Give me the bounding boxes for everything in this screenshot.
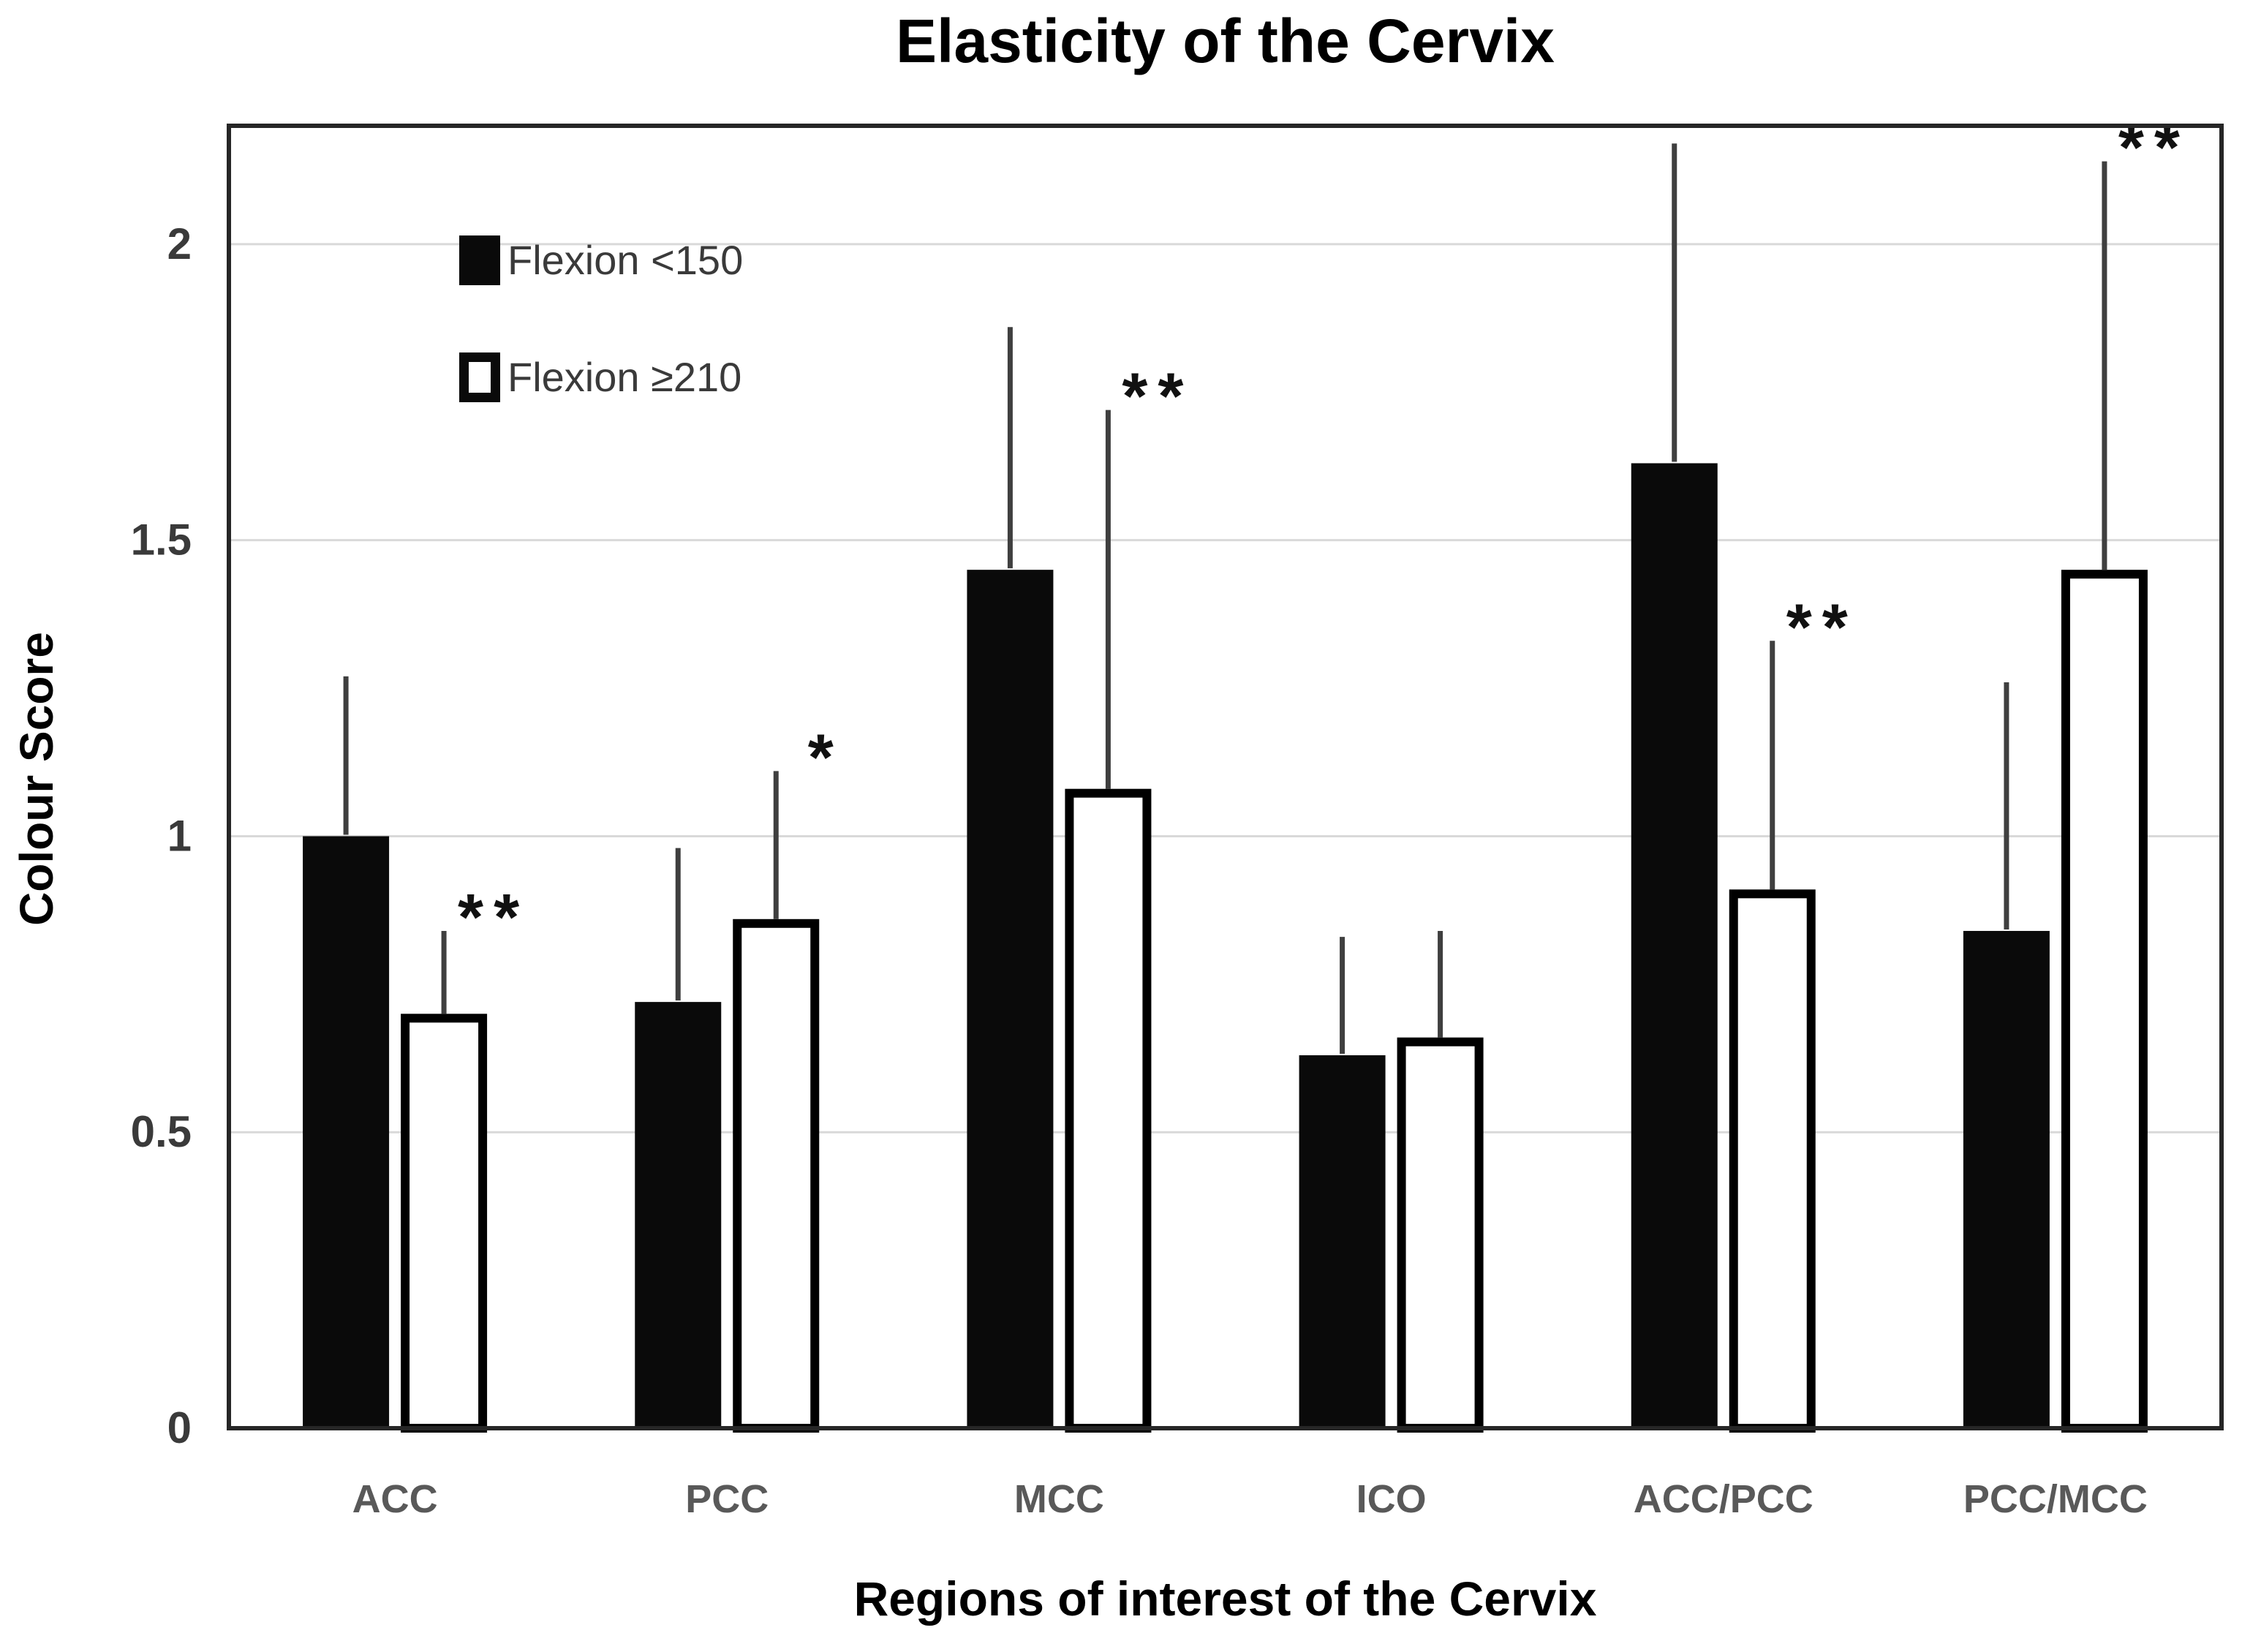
x-category-label-ICO: ICO (1356, 1477, 1427, 1521)
y-tick-label-2: 2 (167, 219, 192, 268)
x-category-label-ACC/PCC: ACC/PCC (1634, 1477, 1813, 1521)
legend-label-flexion-lt150: Flexion <150 (507, 237, 744, 283)
bar-flexion-ge210-ACC (401, 1014, 488, 1433)
significance-marker-PCC/MCC: ** (2118, 112, 2190, 185)
plot-frame (227, 124, 2224, 1430)
x-category-label-MCC: MCC (1014, 1477, 1104, 1521)
bar-flexion-lt150-ACC/PCC (1631, 463, 1718, 1428)
y-tick-label-0.5: 0.5 (131, 1107, 192, 1156)
legend-swatch-outlined-icon (459, 352, 500, 402)
bar-flexion-lt150-PCC/MCC (1963, 930, 2050, 1428)
significance-marker-MCC: ** (1122, 361, 1193, 434)
significance-marker-ACC/PCC: ** (1786, 591, 1858, 664)
legend: Flexion <150 Flexion ≥210 (459, 235, 743, 402)
legend-item-flexion-ge210: Flexion ≥210 (459, 352, 743, 402)
legend-swatch-filled-icon (459, 235, 500, 285)
chart-title: Elasticity of the Cervix (896, 7, 1555, 75)
bar-flexion-ge210-ICO (1397, 1037, 1484, 1433)
x-category-label-PCC/MCC: PCC/MCC (1963, 1477, 2148, 1521)
y-tick-label-0: 0 (167, 1403, 192, 1452)
bar-flexion-lt150-ACC (303, 836, 390, 1428)
bar-flexion-ge210-PCC/MCC (2061, 570, 2148, 1433)
bar-flexion-lt150-PCC (635, 1002, 722, 1428)
bar-flexion-lt150-MCC (967, 570, 1054, 1428)
x-category-label-PCC: PCC (685, 1477, 769, 1521)
legend-item-flexion-lt150: Flexion <150 (459, 235, 743, 285)
bar-flexion-lt150-ICO (1299, 1055, 1386, 1428)
y-tick-label-1: 1 (167, 811, 192, 860)
y-tick-label-1.5: 1.5 (131, 516, 192, 565)
x-category-label-ACC: ACC (352, 1477, 438, 1521)
bar-flexion-ge210-PCC (733, 919, 820, 1433)
legend-label-flexion-ge210: Flexion ≥210 (507, 354, 742, 400)
significance-marker-ACC: ** (458, 881, 529, 954)
bar-flexion-ge210-MCC (1065, 788, 1152, 1433)
x-axis-title: Regions of interest of the Cervix (853, 1572, 1597, 1626)
bar-flexion-ge210-ACC/PCC (1729, 889, 1816, 1433)
significance-marker-PCC: * (808, 721, 844, 794)
